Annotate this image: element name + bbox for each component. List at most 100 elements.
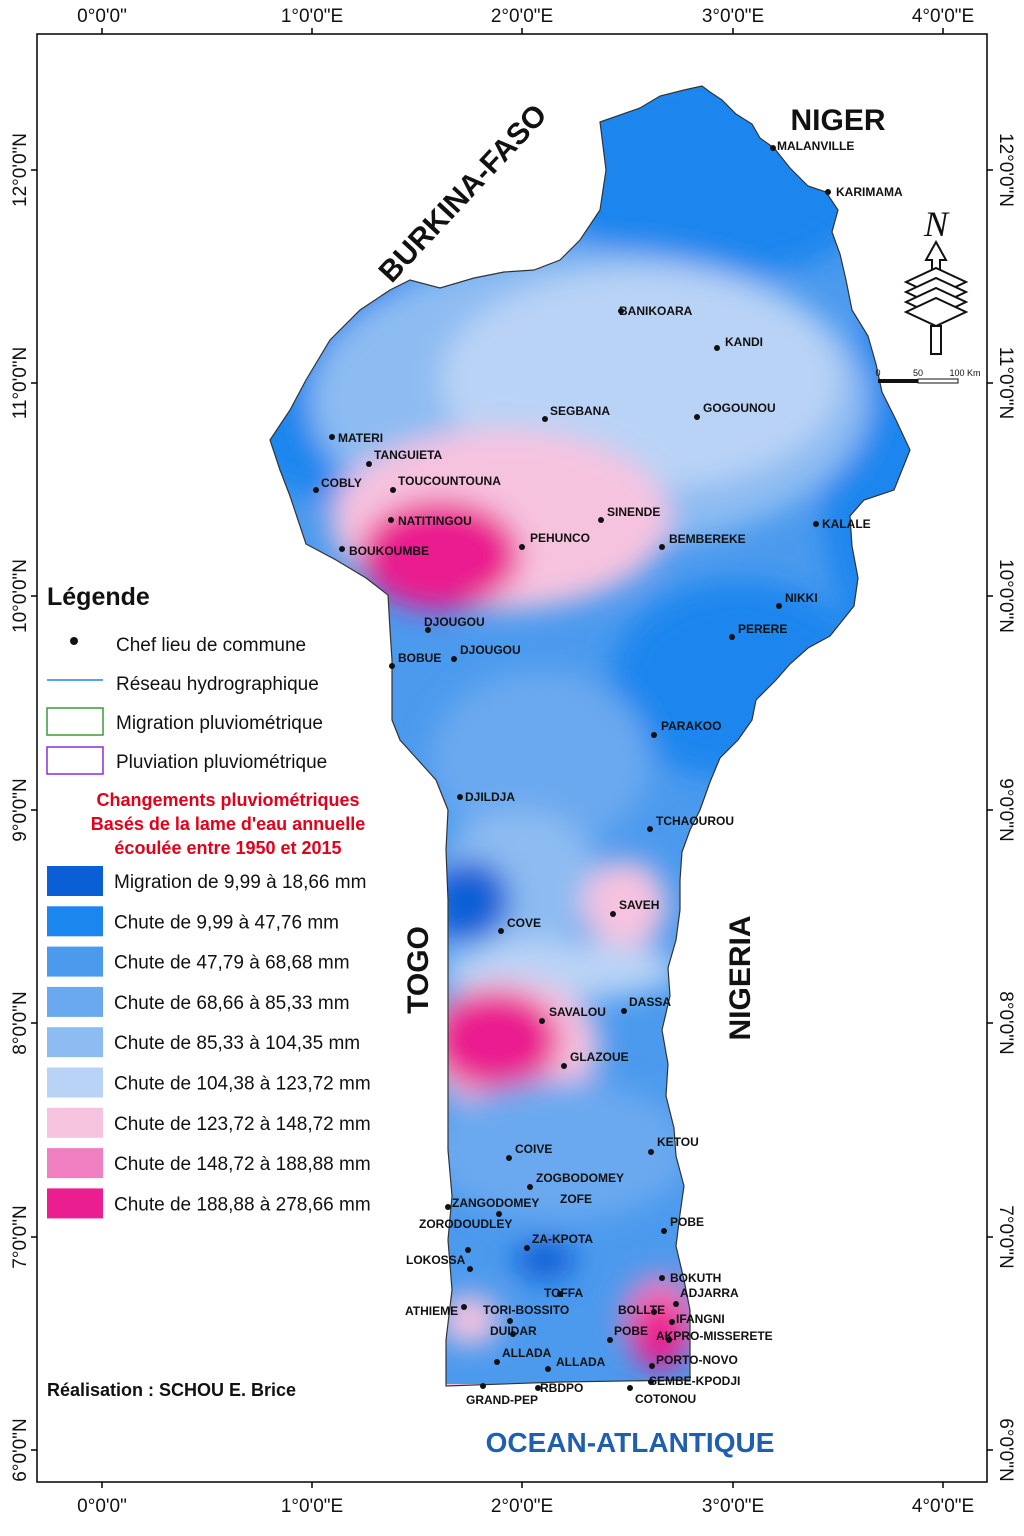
legend-class-label: Chute de 47,79 à 68,68 mm (114, 953, 350, 974)
legend-subtitle-line: écoulée entre 1950 et 2015 (114, 838, 341, 858)
town-dot (673, 1301, 679, 1307)
legend-class-swatch (47, 946, 103, 977)
town-dot (648, 1149, 654, 1155)
lat-label: 7°0'0"N (10, 1205, 31, 1268)
lat-label: 12°0'0"N (995, 133, 1016, 207)
town-dot (388, 517, 394, 523)
legend-class-swatch (47, 1027, 103, 1058)
town-dot (770, 145, 776, 151)
town-dot (527, 1184, 533, 1190)
town-dot (666, 1337, 672, 1343)
town-label: ATHIEME (405, 1304, 458, 1318)
town-dot (507, 1318, 513, 1324)
town-dot (659, 1275, 665, 1281)
town-label: TORI-BOSSITO (483, 1303, 569, 1317)
legend-pluviation: Pluviation pluviométrique (116, 752, 327, 773)
town-dot (467, 1266, 473, 1272)
legend-dot-icon (70, 637, 78, 645)
town-dot (649, 1363, 655, 1369)
town-label: LOKOSSA (406, 1253, 466, 1267)
lon-label: 3°0'0"E (702, 6, 764, 27)
towns-layer: MALANVILLE KARIMAMA BANIKOARA KANDI SEGBANA G… (313, 139, 903, 1407)
town-label: DJOUGOU (424, 615, 485, 629)
north-arrow-icon: N (903, 204, 969, 355)
town-label: IFANGNI (676, 1312, 725, 1326)
town-dot (539, 1018, 545, 1024)
legend-migration-swatch (46, 707, 104, 736)
lat-label: 10°0'0"N (995, 559, 1016, 633)
town-label: TOUCOUNTOUNA (398, 474, 501, 488)
town-label: ZORODOUDLEY (419, 1217, 512, 1231)
longitude-labels-top: 0°0'0" 1°0'0"E 2°0'0"E 3°0'0"E 4°0'0"E (77, 6, 974, 27)
town-dot (535, 1385, 541, 1391)
lon-label: 1°0'0"E (281, 1496, 343, 1517)
legend-class-swatch (47, 1188, 103, 1219)
legend-class-swatch (47, 1067, 103, 1098)
legend-migration: Migration pluviométrique (116, 713, 323, 734)
town-label: ZA-KPOTA (532, 1232, 593, 1246)
legend-pluviation-swatch (46, 746, 104, 775)
legend-class-label: Chute de 148,72 à 188,88 mm (114, 1154, 371, 1175)
legend-class-label: Chute de 68,66 à 85,33 mm (114, 993, 350, 1014)
town-dot (425, 627, 431, 633)
scale-zero: 0 (875, 368, 880, 378)
lon-label: 3°0'0"E (702, 1496, 764, 1517)
country-label-nigeria: NIGERIA (724, 915, 757, 1040)
longitude-labels-bottom: 0°0'0" 1°0'0"E 2°0'0"E 3°0'0"E 4°0'0"E (77, 1496, 974, 1517)
town-label: BOBUE (398, 651, 441, 665)
town-dot (313, 487, 319, 493)
legend-class-label: Chute de 188,88 à 278,66 mm (114, 1194, 371, 1215)
town-label: ZOFE (560, 1192, 592, 1206)
town-dot (659, 544, 665, 550)
lat-label: 7°0'0"N (995, 1205, 1016, 1268)
benin-border (269, 85, 911, 1387)
town-dot (648, 1379, 654, 1385)
legend-class-swatch (47, 1148, 103, 1179)
town-dot (729, 634, 735, 640)
lon-label: 4°0'0"E (912, 1496, 974, 1517)
town-label: PERERE (738, 622, 787, 636)
north-arrow-letter: N (923, 204, 950, 244)
town-dot (627, 1385, 633, 1391)
town-label: PORTO-NOVO (656, 1353, 738, 1367)
town-label: SINENDE (607, 505, 660, 519)
town-label: ALLADA (502, 1346, 552, 1360)
town-dot (545, 1366, 551, 1372)
town-dot (813, 521, 819, 527)
town-label: GOGOUNOU (703, 401, 776, 415)
town-dot (651, 1309, 657, 1315)
lon-label: 0°0'0" (77, 6, 127, 27)
town-dot (445, 1204, 451, 1210)
latitude-labels-right: 12°0'0"N 11°0'0"N 10°0'0"N 9°0'0"N 8°0'0… (995, 133, 1016, 1482)
lat-label: 6°0'0"N (995, 1418, 1016, 1481)
town-label: COBLY (321, 476, 362, 490)
town-label: KANDI (725, 335, 763, 349)
legend-class-label: Migration de 9,99 à 18,66 mm (114, 872, 366, 893)
town-label: AKPRO-MISSERETE (656, 1329, 773, 1343)
scale-end: 100 Km (949, 368, 980, 378)
town-dot (524, 1245, 530, 1251)
legend-title: Légende (47, 583, 150, 611)
legend-subtitle-line: Changements pluviométriques (96, 790, 359, 810)
town-dot (714, 345, 720, 351)
town-dot (776, 603, 782, 609)
legend: Légende Chef lieu de commune Réseau hydr… (46, 583, 371, 1219)
town-dot (390, 487, 396, 493)
town-dot (510, 1331, 516, 1337)
town-label: PARAKOO (661, 719, 721, 733)
town-label: ZOGBODOMEY (536, 1171, 624, 1185)
town-dot (610, 911, 616, 917)
lat-label: 11°0'0"N (10, 347, 31, 420)
town-dot (498, 928, 504, 934)
legend-class-label: Chute de 104,38 à 123,72 mm (114, 1074, 371, 1095)
town-label: POBE (670, 1215, 704, 1229)
town-dot (339, 546, 345, 552)
town-label: SAVALOU (549, 1005, 606, 1019)
lat-label: 10°0'0"N (10, 559, 31, 633)
legend-class-swatch (47, 906, 103, 937)
town-dot (519, 544, 525, 550)
town-dot (329, 434, 335, 440)
legend-class-label: Chute de 9,99 à 47,76 mm (114, 912, 339, 933)
town-label: BEMBEREKE (669, 532, 746, 546)
